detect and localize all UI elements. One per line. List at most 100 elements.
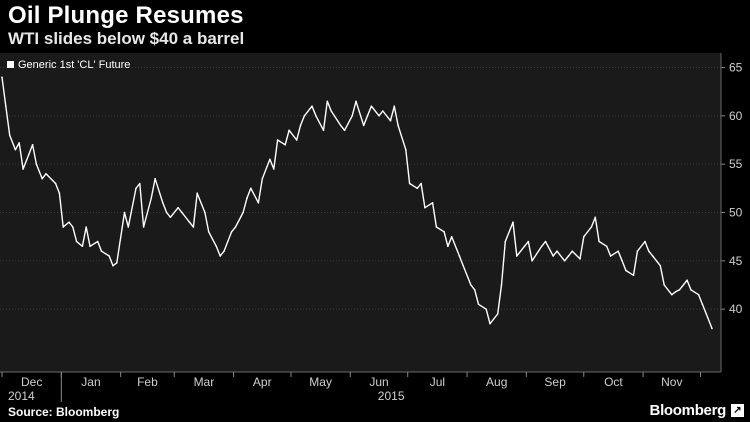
data-point xyxy=(18,142,21,144)
data-point xyxy=(609,255,612,257)
data-point xyxy=(636,250,639,252)
data-point xyxy=(382,110,384,112)
data-point xyxy=(299,124,302,127)
data-point xyxy=(632,274,635,277)
data-point xyxy=(35,163,38,165)
data-point xyxy=(598,240,600,243)
data-point xyxy=(177,206,179,209)
data-point xyxy=(8,134,11,136)
data-point xyxy=(135,187,137,190)
data-point xyxy=(659,264,662,267)
data-point xyxy=(41,177,43,180)
data-points xyxy=(1,76,713,330)
data-point xyxy=(690,289,692,291)
data-point xyxy=(621,260,623,262)
data-point xyxy=(462,264,465,267)
data-point xyxy=(579,258,581,260)
gridlines xyxy=(0,67,721,310)
data-point xyxy=(686,279,688,282)
data-point xyxy=(389,119,392,122)
data-point xyxy=(678,289,681,291)
data-point xyxy=(424,206,426,209)
x-tick-label-oct: Oct xyxy=(604,375,623,389)
data-point xyxy=(96,240,99,243)
data-point xyxy=(504,240,507,243)
data-point xyxy=(162,202,164,204)
data-point xyxy=(215,245,218,248)
x-tick-label-dec: Dec xyxy=(21,375,42,389)
data-point xyxy=(58,192,61,194)
data-point xyxy=(651,255,654,257)
data-point xyxy=(257,202,260,204)
data-point xyxy=(420,182,422,185)
data-point xyxy=(295,139,298,141)
data-point xyxy=(154,177,156,180)
data-point xyxy=(311,105,313,107)
x-tick-label-jul: Jul xyxy=(430,375,445,389)
data-point xyxy=(470,284,472,286)
data-point xyxy=(594,216,597,219)
data-point xyxy=(552,255,554,257)
data-point xyxy=(100,250,103,252)
data-point xyxy=(276,139,279,141)
data-point xyxy=(644,240,646,243)
data-point xyxy=(116,262,118,264)
data-point xyxy=(246,197,248,199)
data-point xyxy=(22,168,24,170)
data-point xyxy=(397,124,399,127)
data-point xyxy=(89,245,91,248)
data-point xyxy=(408,182,411,185)
data-point xyxy=(435,226,438,228)
data-point xyxy=(219,255,221,257)
data-point xyxy=(370,105,373,107)
data-point xyxy=(223,250,225,252)
data-point xyxy=(648,250,650,252)
y-tick-label: 65 xyxy=(729,61,743,75)
data-point xyxy=(489,322,491,325)
data-point xyxy=(250,187,252,190)
data-point xyxy=(139,182,141,185)
data-point xyxy=(701,303,704,306)
data-point xyxy=(378,115,380,117)
x-tick-label-sep: Sep xyxy=(544,375,566,389)
data-point xyxy=(242,211,244,214)
data-point xyxy=(563,260,566,262)
data-point xyxy=(556,250,558,252)
data-point xyxy=(617,250,619,252)
data-point xyxy=(697,293,700,296)
data-point xyxy=(351,115,354,117)
year-label-2014: 2014 xyxy=(8,389,35,403)
y-axis: 40 45 50 55 60 65 xyxy=(720,53,743,372)
data-point xyxy=(362,124,365,127)
data-point xyxy=(127,226,130,228)
data-point xyxy=(671,293,673,296)
data-point xyxy=(393,105,396,107)
legend-swatch xyxy=(7,61,14,68)
data-point xyxy=(165,211,168,214)
data-point xyxy=(496,313,499,315)
x-tick-label-apr: Apr xyxy=(253,375,272,389)
x-tick-label-aug: Aug xyxy=(486,375,507,389)
data-point xyxy=(443,231,445,233)
data-point xyxy=(447,245,449,248)
chart-subtitle: WTI slides below $40 a barrel xyxy=(8,29,245,48)
data-point xyxy=(516,255,518,257)
x-tick-label-feb: Feb xyxy=(137,375,158,389)
data-point xyxy=(1,76,3,78)
data-point xyxy=(512,221,514,223)
data-point xyxy=(123,211,126,214)
bloomberg-icon: ↗ xyxy=(731,404,744,417)
data-point xyxy=(303,115,306,117)
data-point xyxy=(711,327,713,330)
data-point xyxy=(366,115,369,117)
data-point xyxy=(500,284,503,286)
data-point xyxy=(355,100,357,103)
data-point xyxy=(523,245,526,248)
data-point xyxy=(458,255,461,257)
data-point xyxy=(207,231,210,233)
data-point xyxy=(322,129,325,132)
data-point xyxy=(81,245,84,248)
y-tick-label: 40 xyxy=(729,302,743,316)
data-point xyxy=(62,226,64,228)
